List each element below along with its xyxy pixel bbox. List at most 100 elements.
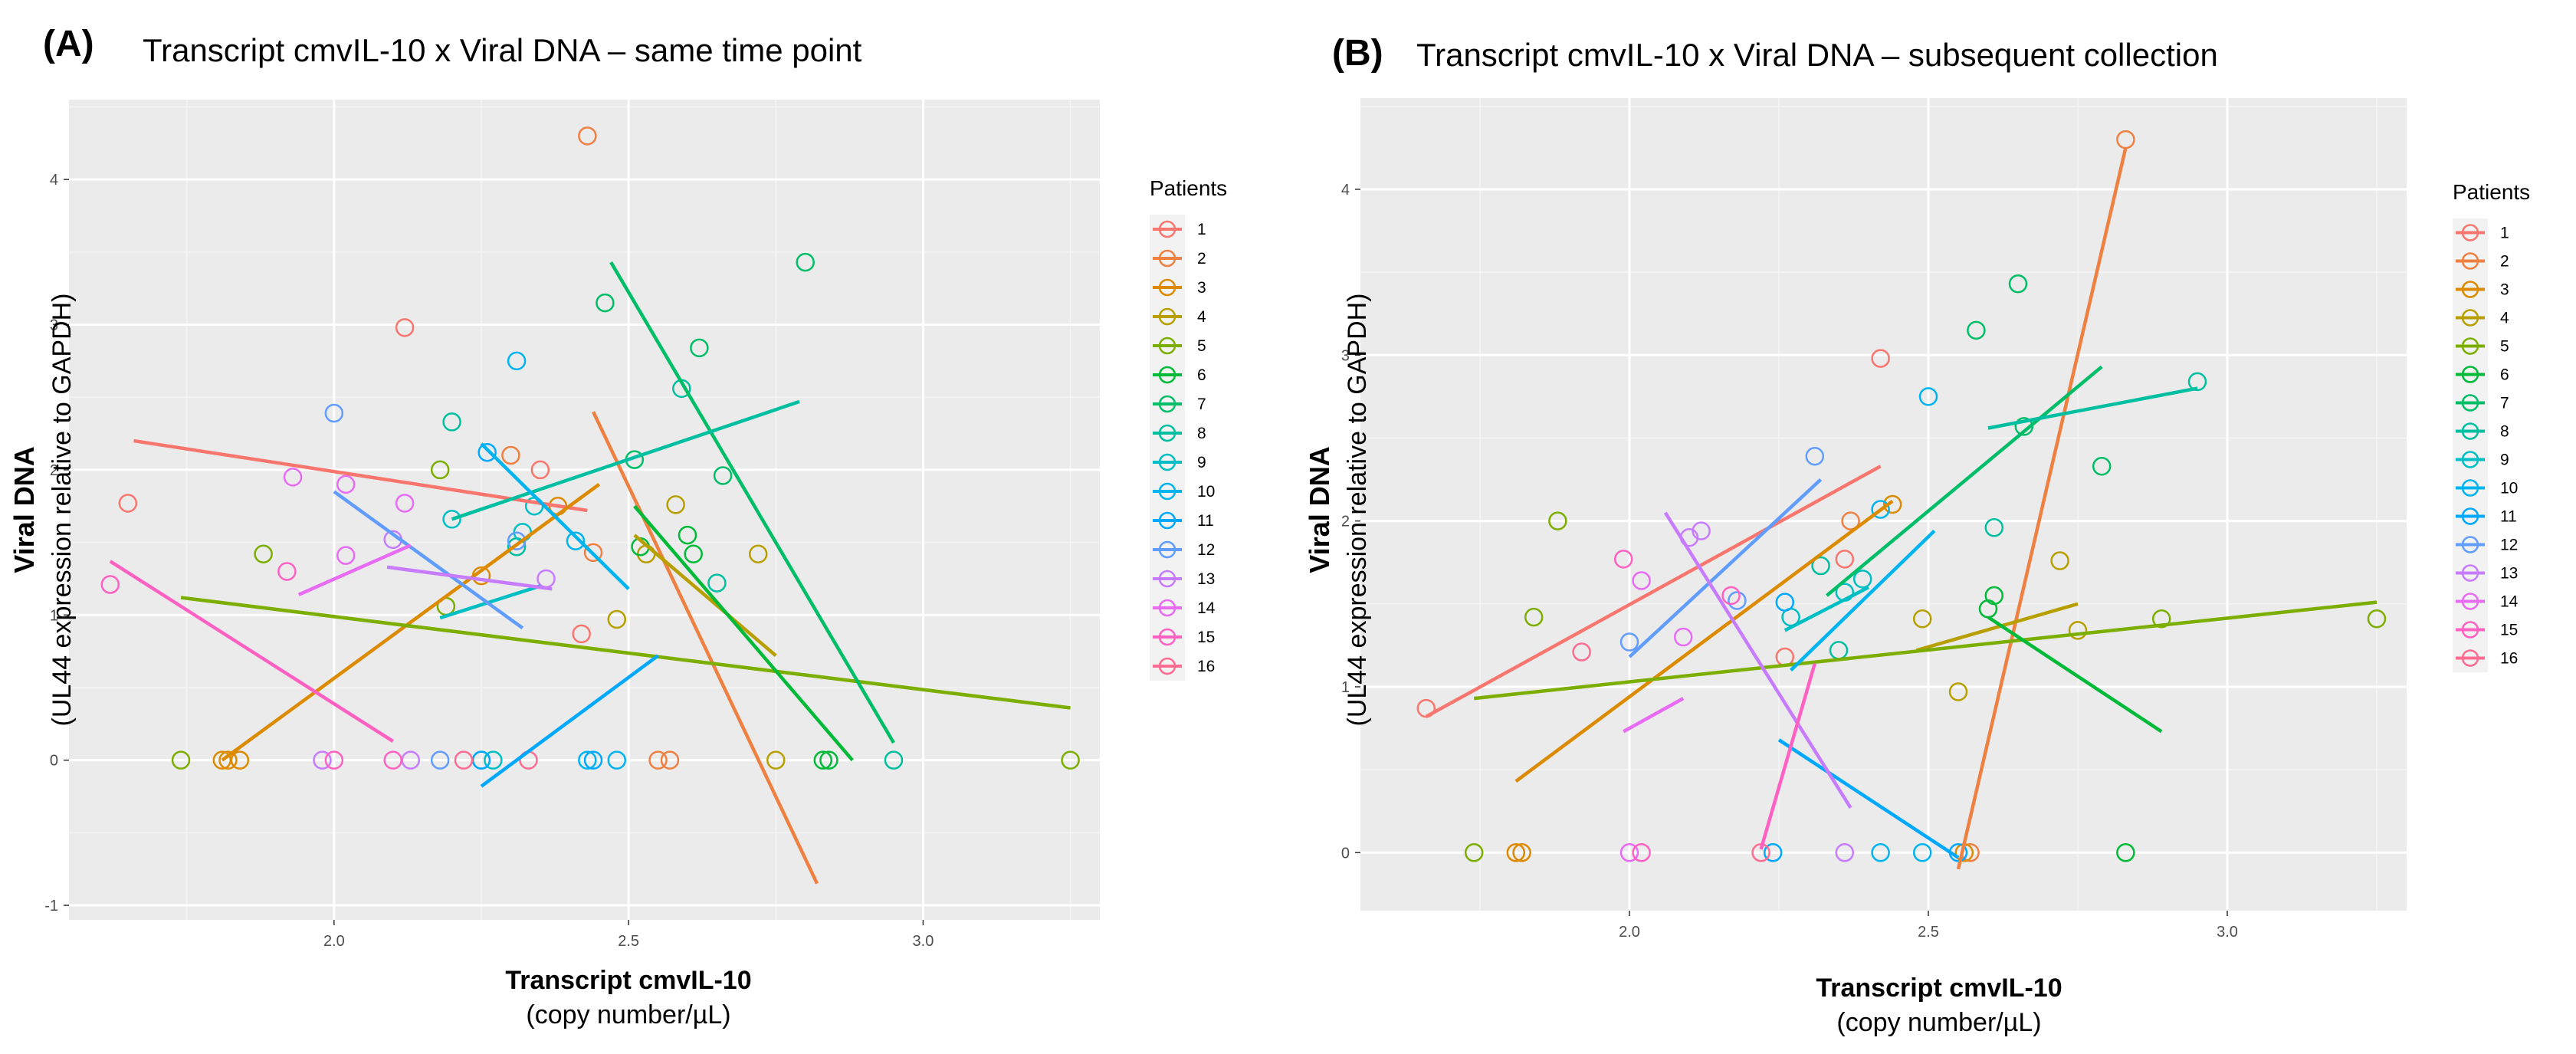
- data-point-patient-5: [1548, 511, 1567, 530]
- legend-label: 10: [2500, 480, 2518, 497]
- y-tick-label: 3: [1341, 347, 1350, 364]
- plot-area: [1416, 130, 2387, 870]
- data-point-patient-6: [1984, 586, 2004, 606]
- legend-point: [2461, 366, 2479, 383]
- data-point-patient-4: [766, 750, 786, 770]
- data-point-patient-4: [1912, 609, 1932, 629]
- data-point-patient-9: [1852, 570, 1872, 589]
- legend-label: 16: [1197, 658, 1215, 675]
- legend-point: [1158, 511, 1176, 530]
- fit-line-patient-14: [1623, 697, 1685, 734]
- legend-label: 11: [1197, 512, 1214, 530]
- legend-label: 6: [2500, 366, 2509, 384]
- data-point-patient-7: [713, 466, 733, 485]
- data-point-patient-16: [454, 750, 474, 770]
- data-point-patient-5: [1061, 750, 1080, 770]
- data-point-patient-9: [442, 510, 461, 529]
- fit-line-patient-5: [1473, 600, 2377, 701]
- legend-label: 9: [2500, 451, 2509, 469]
- legend-label: 2: [1197, 250, 1206, 268]
- chart-title: Transcript cmvIL-10 x Viral DNA – subseq…: [1416, 37, 2218, 73]
- legend-label: 11: [2500, 508, 2517, 526]
- data-point-patient-3: [1512, 843, 1531, 862]
- data-point-patient-15: [1613, 550, 1633, 569]
- y-tick-label: 1: [50, 607, 58, 624]
- y-tick-label: 2: [50, 462, 58, 479]
- data-point-patient-12: [324, 403, 344, 423]
- y-axis-title: Viral DNA: [8, 446, 40, 573]
- data-point-patient-12: [1805, 447, 1825, 466]
- legend-point: [1158, 570, 1176, 588]
- fit-line-patient-5: [180, 596, 1071, 710]
- legend-point: [1158, 482, 1176, 501]
- y-tick-label: -1: [44, 898, 58, 914]
- data-point-patient-10: [566, 531, 586, 550]
- fit-line-patient-14: [297, 543, 412, 596]
- legend-point: [2461, 621, 2479, 639]
- data-point-patient-5: [171, 750, 191, 770]
- legend-point: [1158, 657, 1176, 675]
- legend-label: 3: [1197, 279, 1206, 297]
- fit-line-patient-8: [1987, 386, 2198, 430]
- legend-label: 15: [1197, 629, 1215, 646]
- data-point-patient-10: [1912, 843, 1932, 862]
- data-point-patient-14: [1673, 627, 1693, 647]
- data-point-patient-6: [819, 750, 838, 770]
- data-point-patient-15: [100, 575, 120, 594]
- data-point-patient-10: [1871, 500, 1890, 519]
- legend-point: [2461, 451, 2479, 468]
- data-point-patient-4: [2050, 551, 2069, 570]
- legend-point: [2461, 394, 2479, 412]
- panel-a: (A) Transcript cmvIL-10 x Viral DNA – sa…: [0, 0, 1272, 1054]
- legend-label: 1: [1197, 221, 1206, 238]
- data-point-patient-3: [1882, 494, 1902, 514]
- data-point-patient-9: [484, 750, 503, 770]
- legend-title: Patients: [2453, 180, 2530, 204]
- legend-point: [2461, 337, 2479, 355]
- legend-point: [1158, 307, 1176, 326]
- x-tick-label: 2.5: [618, 933, 639, 950]
- data-point-patient-8: [707, 573, 727, 593]
- fit-line-patient-3: [1514, 499, 1894, 783]
- data-point-patient-15: [1632, 843, 1651, 862]
- fit-line-patient-9: [1784, 586, 1870, 632]
- legend-label: 5: [2500, 338, 2509, 356]
- fit-line-patient-2: [591, 411, 819, 885]
- panel-tag: (A): [43, 24, 94, 64]
- fit-line-patient-15: [109, 560, 394, 743]
- legend-label: 1: [2500, 225, 2509, 242]
- x-tick-label: 2.0: [1619, 924, 1640, 941]
- data-point-patient-10: [507, 351, 527, 371]
- data-point-patient-6: [813, 750, 833, 770]
- legend-label: 6: [1197, 366, 1206, 384]
- x-tick-label: 2.5: [1918, 924, 1939, 941]
- data-point-patient-10: [1918, 387, 1938, 406]
- data-point-patient-1: [395, 318, 415, 337]
- legend-label: 10: [1197, 483, 1215, 501]
- fit-line-patient-9: [439, 584, 541, 620]
- data-point-patient-1: [118, 494, 138, 513]
- legend-label: 9: [1197, 454, 1206, 471]
- data-point-patient-14: [395, 494, 415, 513]
- fit-line-patient-15: [1759, 663, 1816, 850]
- legend-label: 12: [1197, 541, 1215, 559]
- y-tick-label: 0: [1341, 845, 1350, 862]
- y-tick-label: 4: [50, 172, 58, 189]
- data-point-patient-2: [583, 543, 603, 563]
- data-point-patient-11: [583, 750, 603, 770]
- fit-line-patient-13: [1663, 511, 1852, 809]
- data-point-patient-2: [660, 750, 680, 770]
- legend-point: [2461, 252, 2479, 270]
- legend-point: [1158, 628, 1176, 646]
- legend-label: 3: [2500, 281, 2509, 299]
- data-point-patient-12: [1728, 591, 1747, 610]
- legend-point: [2461, 564, 2479, 582]
- legend-point: [2461, 281, 2479, 298]
- data-point-patient-5: [430, 460, 450, 480]
- data-point-patient-10: [607, 750, 627, 770]
- panel-b: (B) Transcript cmvIL-10 x Viral DNA – su…: [1303, 0, 2576, 1054]
- data-point-patient-11: [477, 442, 497, 462]
